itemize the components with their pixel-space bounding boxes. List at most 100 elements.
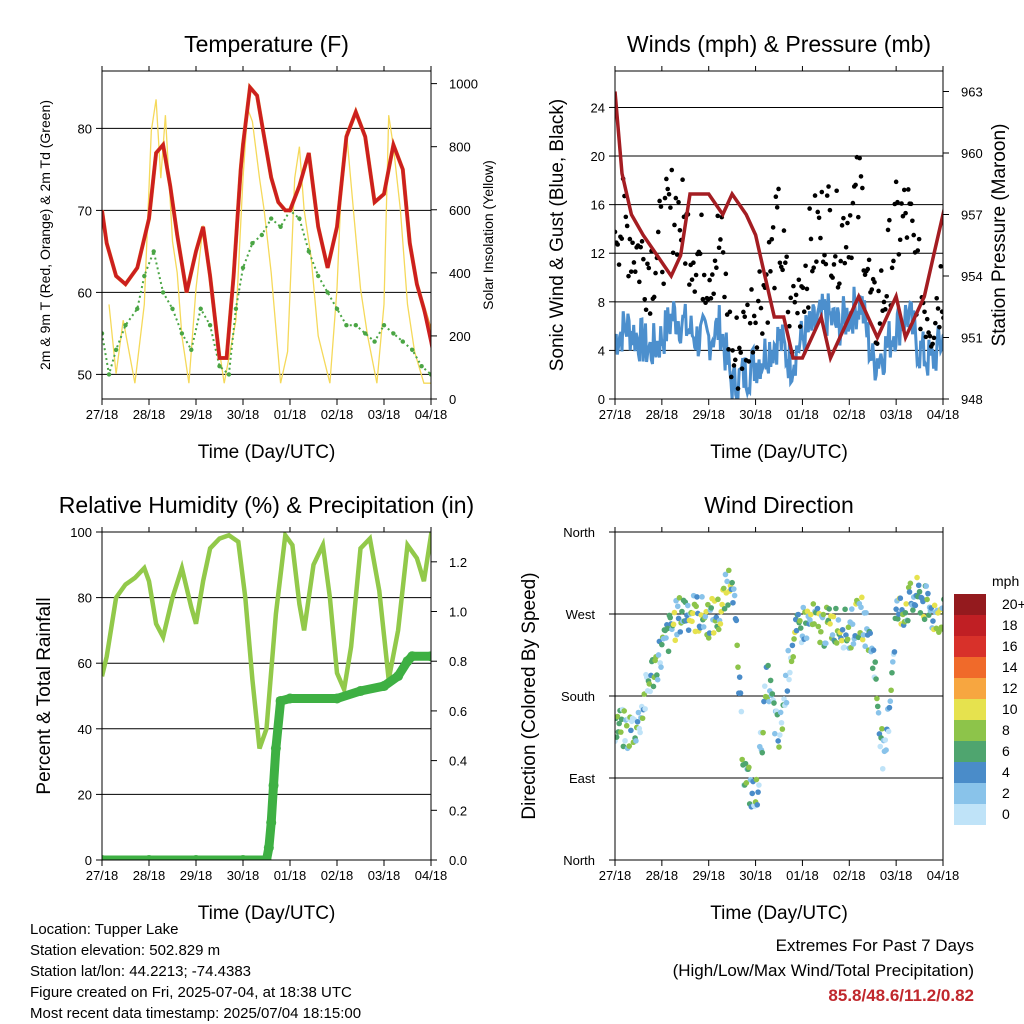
direction-point <box>789 642 796 649</box>
plot-frame <box>101 70 432 400</box>
direction-point <box>633 738 639 744</box>
y-tick-label: 80 <box>78 591 92 606</box>
extremes-title: Extremes For Past 7 Days <box>775 936 974 955</box>
direction-point <box>639 715 646 722</box>
direction-point <box>795 611 802 618</box>
x-tick-label: 01/18 <box>274 407 307 422</box>
x-axis-label: Time (Day/UTC) <box>710 903 848 924</box>
y-tick-label: 40 <box>78 722 92 737</box>
direction-point <box>959 585 965 591</box>
direction-point <box>869 665 876 672</box>
plot-frame <box>101 531 432 861</box>
gust-point <box>707 277 712 283</box>
y-tick-label: 24 <box>591 100 605 115</box>
gust-point <box>938 264 943 269</box>
precip-point <box>379 681 389 692</box>
x-tick-label: 27/18 <box>86 868 119 883</box>
gust-point <box>651 294 657 300</box>
direction-point <box>755 789 761 795</box>
direction-point <box>956 579 962 585</box>
direction-point <box>664 625 671 632</box>
direction-point <box>642 706 648 712</box>
gust-point <box>735 386 741 391</box>
direction-point <box>777 709 784 716</box>
direction-point <box>826 606 833 612</box>
gust-point <box>885 227 891 233</box>
direction-point <box>706 630 713 636</box>
direction-point <box>775 738 781 744</box>
y2-tick-label: 1000 <box>449 77 478 92</box>
gust-point <box>933 320 938 326</box>
gust-point <box>627 236 633 242</box>
direction-point <box>657 660 663 666</box>
gust-point <box>883 307 888 312</box>
gust-point <box>877 321 883 326</box>
direction-point <box>647 688 653 695</box>
gust-point <box>769 237 775 242</box>
gust-point <box>737 345 742 351</box>
gust-point <box>777 260 783 266</box>
gust-point <box>715 213 721 219</box>
gust-point <box>701 272 707 278</box>
direction-point <box>850 641 857 647</box>
direction-point <box>839 626 846 633</box>
direction-point <box>765 662 771 669</box>
gust-point <box>623 214 629 220</box>
direction-point <box>882 737 889 743</box>
gust-point <box>616 262 622 267</box>
gust-point <box>951 234 956 239</box>
x-tick-label: 01/18 <box>786 407 819 422</box>
direction-point <box>841 644 848 651</box>
gust-point <box>841 215 846 221</box>
precip-point <box>393 671 404 682</box>
direction-point <box>811 621 817 627</box>
colorbar-swatch <box>954 657 986 678</box>
direction-point <box>721 605 728 612</box>
direction-point <box>756 782 762 788</box>
panel-title: Relative Humidity (%) & Precipitation (i… <box>59 492 474 518</box>
y-tick-label: West <box>566 607 596 622</box>
gust-point <box>734 315 739 320</box>
y-tick-label: 70 <box>78 203 92 218</box>
gust-point <box>952 207 957 212</box>
gust-point <box>687 282 692 287</box>
colorbar-swatch <box>954 678 986 699</box>
direction-point <box>772 730 778 737</box>
gust-point <box>899 201 904 206</box>
direction-point <box>786 676 792 683</box>
direction-point <box>815 623 822 630</box>
colorbar-swatch <box>954 699 986 720</box>
direction-point <box>906 589 913 595</box>
gust-point <box>843 244 849 250</box>
panel-title: Wind Direction <box>704 492 854 518</box>
gust-point <box>791 283 796 289</box>
gust-point <box>647 311 653 316</box>
y2-tick-label: 960 <box>961 146 983 161</box>
direction-point <box>960 577 966 583</box>
y2-tick-label: 951 <box>961 331 983 346</box>
precip-point <box>263 842 274 853</box>
direction-point <box>621 708 628 714</box>
direction-point <box>753 776 760 783</box>
y-tick-label: 8 <box>598 295 605 310</box>
gust-point <box>865 266 871 272</box>
direction-point <box>905 584 912 591</box>
direction-point <box>738 708 745 715</box>
gust-point <box>691 260 696 265</box>
direction-point <box>694 594 700 600</box>
y2-tick-label: 0 <box>449 392 456 407</box>
wind-direction-panel: Wind Direction Time (Day/UTC) 27/18 28/18 29… <box>519 492 1024 924</box>
colorbar-swatch <box>954 636 986 657</box>
gust-point <box>708 296 714 301</box>
precip-point <box>285 693 295 704</box>
gust-point <box>758 305 764 311</box>
gust-point <box>615 229 618 235</box>
gust-point <box>793 292 799 298</box>
x-tick-label: 02/18 <box>321 868 354 883</box>
colorbar-label: 14 <box>1002 659 1018 675</box>
gust-point <box>930 341 935 347</box>
precip-point <box>426 651 431 662</box>
direction-point <box>858 604 864 611</box>
gust-point <box>626 273 631 279</box>
gust-point <box>669 167 675 173</box>
